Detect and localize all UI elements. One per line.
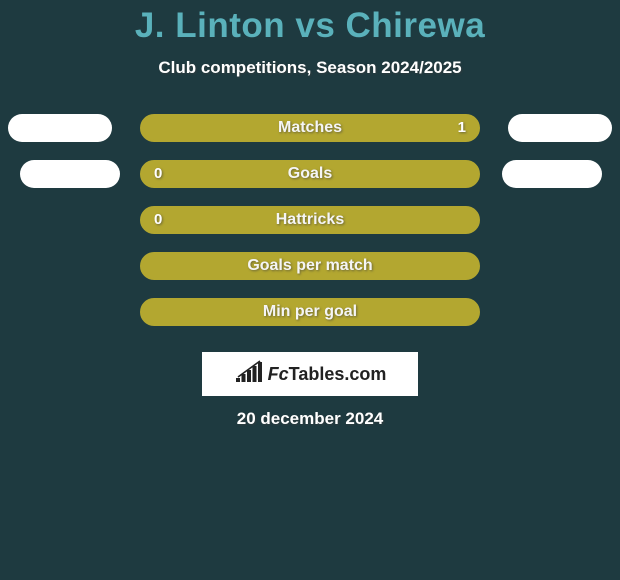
stat-row: Goals0 xyxy=(0,160,620,188)
bar-fill-left xyxy=(141,161,479,187)
right-outer-pill xyxy=(502,160,602,188)
stat-row: Min per goal xyxy=(0,298,620,326)
logo-text: FcTables.com xyxy=(268,364,387,385)
subtitle: Club competitions, Season 2024/2025 xyxy=(0,58,620,78)
date-text: 20 december 2024 xyxy=(0,409,620,429)
player1-name: J. Linton xyxy=(135,6,285,45)
stat-rows: Matches1 Goals0 Hattricks0 Goals per match M… xyxy=(0,114,620,326)
vs-text: vs xyxy=(295,6,335,45)
barchart-icon xyxy=(234,360,264,389)
left-outer-pill xyxy=(20,160,120,188)
stat-bar xyxy=(140,114,480,142)
logo-text-left: Fc xyxy=(268,364,289,384)
comparison-infographic: J. Linton vs Chirewa Club competitions, … xyxy=(0,0,620,580)
page-title: J. Linton vs Chirewa xyxy=(0,0,620,46)
bar-fill-left xyxy=(141,299,479,325)
logo-box: FcTables.com xyxy=(202,352,418,396)
left-outer-pill xyxy=(8,114,112,142)
bar-fill-left xyxy=(141,253,479,279)
stat-row: Hattricks0 xyxy=(0,206,620,234)
stat-value-left: 0 xyxy=(154,160,162,188)
bar-fill-left xyxy=(141,207,479,233)
stat-bar xyxy=(140,206,480,234)
stat-bar xyxy=(140,298,480,326)
stat-row: Goals per match xyxy=(0,252,620,280)
bar-fill-right xyxy=(141,115,479,141)
stat-value-left: 0 xyxy=(154,206,162,234)
stat-bar xyxy=(140,160,480,188)
stat-row: Matches1 xyxy=(0,114,620,142)
right-outer-pill xyxy=(508,114,612,142)
logo-text-right: Tables.com xyxy=(289,364,387,384)
stat-bar xyxy=(140,252,480,280)
player2-name: Chirewa xyxy=(346,6,486,45)
stat-value-right: 1 xyxy=(458,114,466,142)
